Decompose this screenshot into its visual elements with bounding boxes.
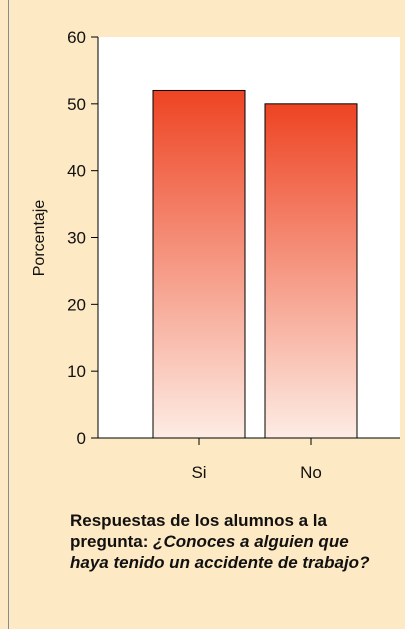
y-tick-label-20: 20 bbox=[67, 295, 86, 314]
x-tick-label-no: No bbox=[300, 463, 322, 482]
caption-question: ¿Conoces a alguien que haya tenido un ac… bbox=[70, 532, 370, 572]
y-tick-label-50: 50 bbox=[67, 95, 86, 114]
bar-no bbox=[264, 103, 358, 439]
chart-caption: Respuestas de los alumnos a la pregunta:… bbox=[70, 510, 370, 573]
y-tick-label-30: 30 bbox=[67, 229, 86, 248]
left-border-line bbox=[8, 0, 9, 629]
y-tick-label-40: 40 bbox=[67, 162, 86, 181]
caption-lead: Respuestas de los alumnos a la pregunta: bbox=[70, 511, 327, 551]
y-tick-label-0: 0 bbox=[77, 429, 86, 448]
y-axis-label: Porcentaje bbox=[31, 200, 48, 277]
x-tick-label-si: Si bbox=[191, 463, 206, 482]
y-tick-label-60: 60 bbox=[67, 28, 86, 47]
y-tick-label-10: 10 bbox=[67, 362, 86, 381]
bar-si bbox=[152, 89, 246, 439]
